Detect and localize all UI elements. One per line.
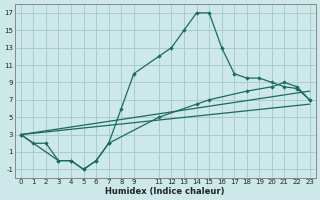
X-axis label: Humidex (Indice chaleur): Humidex (Indice chaleur) — [106, 187, 225, 196]
